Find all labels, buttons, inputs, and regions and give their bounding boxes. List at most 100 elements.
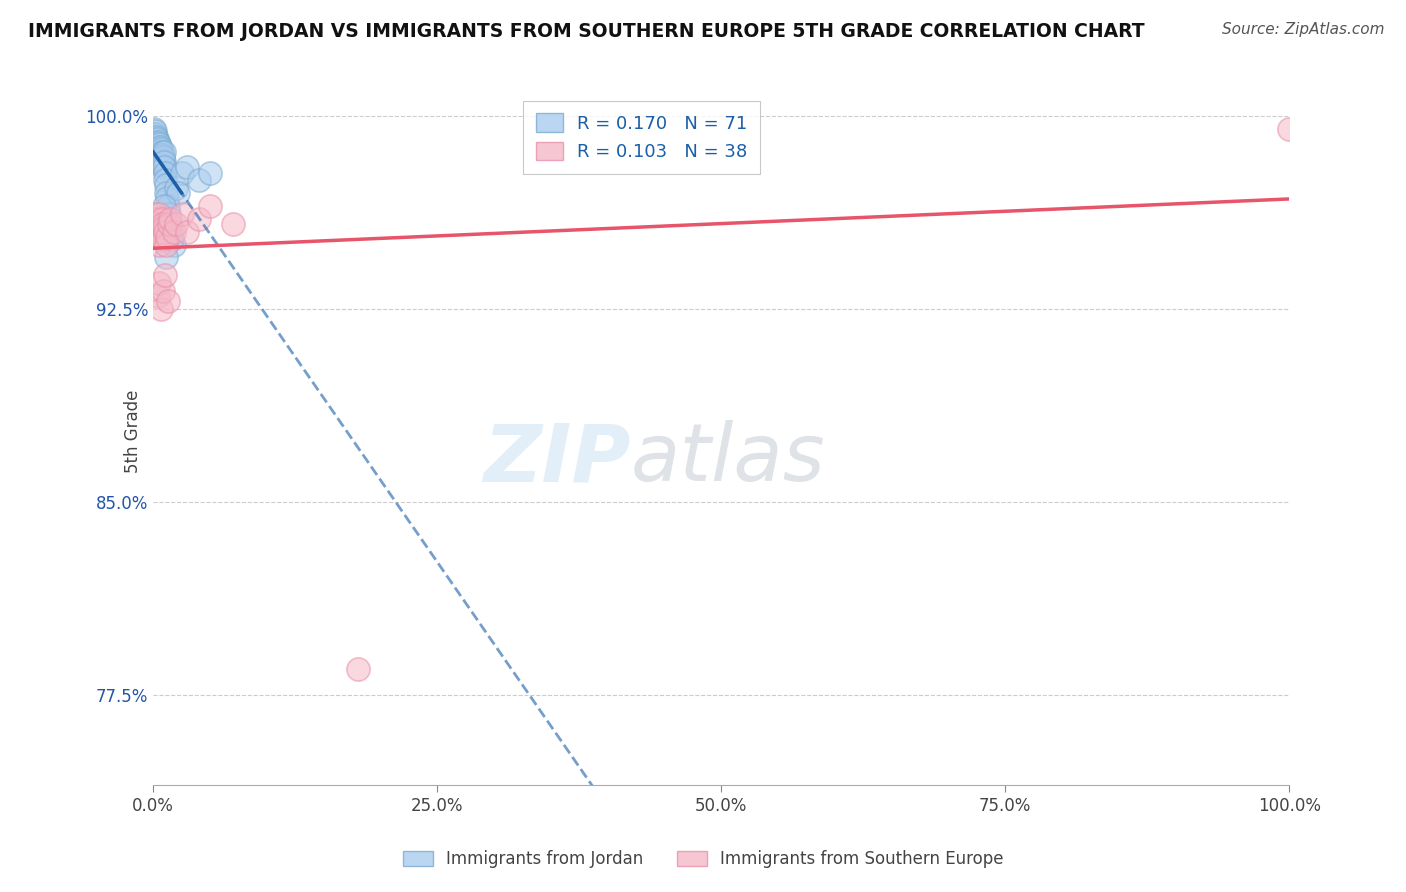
Point: [162, 237, 184, 252]
Point: [159, 211, 181, 226]
Point: [155, 251, 177, 265]
Point: [145, 137, 167, 152]
Point: [198, 166, 221, 180]
Point: [157, 217, 180, 231]
Point: [145, 145, 167, 159]
Legend: R = 0.170   N = 71, R = 0.103   N = 38: R = 0.170 N = 71, R = 0.103 N = 38: [523, 101, 761, 174]
Point: [153, 155, 176, 169]
Point: [145, 124, 167, 138]
Point: [149, 145, 172, 159]
Point: [152, 145, 174, 159]
Point: [143, 140, 166, 154]
Point: [152, 284, 174, 298]
Point: [153, 219, 176, 234]
Point: [146, 140, 169, 154]
Point: [143, 140, 166, 154]
Point: [155, 178, 177, 193]
Point: [148, 143, 170, 157]
Point: [148, 237, 170, 252]
Point: [143, 129, 166, 144]
Text: ZIP: ZIP: [482, 420, 630, 499]
Point: [152, 150, 174, 164]
Point: [146, 153, 169, 167]
Point: [143, 143, 166, 157]
Legend: Immigrants from Jordan, Immigrants from Southern Europe: Immigrants from Jordan, Immigrants from …: [396, 844, 1010, 875]
Point: [148, 207, 170, 221]
Point: [153, 199, 176, 213]
Point: [187, 211, 209, 226]
Point: [150, 230, 173, 244]
Point: [156, 191, 179, 205]
Point: [149, 211, 172, 226]
Text: IMMIGRANTS FROM JORDAN VS IMMIGRANTS FROM SOUTHERN EUROPE 5TH GRADE CORRELATION : IMMIGRANTS FROM JORDAN VS IMMIGRANTS FRO…: [28, 22, 1144, 41]
Point: [146, 145, 169, 159]
Point: [153, 173, 176, 187]
Point: [148, 153, 170, 167]
Point: [146, 150, 169, 164]
Point: [153, 268, 176, 283]
Point: [198, 199, 221, 213]
Point: [170, 166, 193, 180]
Point: [146, 135, 169, 149]
Point: [145, 207, 167, 221]
Point: [170, 207, 193, 221]
Point: [145, 230, 167, 244]
Point: [143, 211, 166, 226]
Point: [148, 137, 170, 152]
Point: [145, 135, 167, 149]
Point: [221, 217, 243, 231]
Point: [152, 232, 174, 246]
Point: [152, 217, 174, 231]
Point: [1278, 121, 1301, 136]
Point: [148, 147, 170, 161]
Point: [145, 147, 167, 161]
Point: [145, 217, 167, 231]
Point: [156, 199, 179, 213]
Point: [142, 127, 165, 141]
Point: [157, 207, 180, 221]
Point: [155, 186, 177, 201]
Text: Source: ZipAtlas.com: Source: ZipAtlas.com: [1222, 22, 1385, 37]
Point: [143, 135, 166, 149]
Point: [187, 173, 209, 187]
Point: [148, 276, 170, 290]
Point: [143, 132, 166, 146]
Point: [149, 155, 172, 169]
Point: [160, 225, 183, 239]
Point: [176, 225, 198, 239]
Point: [150, 217, 173, 231]
Y-axis label: 5th Grade: 5th Grade: [124, 390, 142, 473]
Point: [148, 217, 170, 231]
Point: [346, 662, 368, 676]
Point: [167, 186, 190, 201]
Point: [153, 161, 176, 175]
Point: [153, 225, 176, 239]
Point: [143, 127, 166, 141]
Point: [143, 135, 166, 149]
Point: [146, 211, 169, 226]
Point: [152, 147, 174, 161]
Point: [155, 237, 177, 252]
Point: [149, 140, 172, 154]
Point: [152, 158, 174, 172]
Point: [165, 217, 187, 231]
Point: [146, 132, 169, 146]
Point: [142, 121, 165, 136]
Point: [145, 129, 167, 144]
Point: [162, 232, 184, 246]
Point: [149, 153, 172, 167]
Point: [152, 153, 174, 167]
Point: [149, 225, 172, 239]
Point: [150, 150, 173, 164]
Point: [159, 217, 181, 231]
Text: atlas: atlas: [630, 420, 825, 499]
Point: [149, 147, 172, 161]
Point: [156, 294, 179, 309]
Point: [148, 140, 170, 154]
Point: [150, 143, 173, 157]
Point: [156, 230, 179, 244]
Point: [145, 143, 167, 157]
Point: [143, 225, 166, 239]
Point: [143, 147, 166, 161]
Point: [165, 181, 187, 195]
